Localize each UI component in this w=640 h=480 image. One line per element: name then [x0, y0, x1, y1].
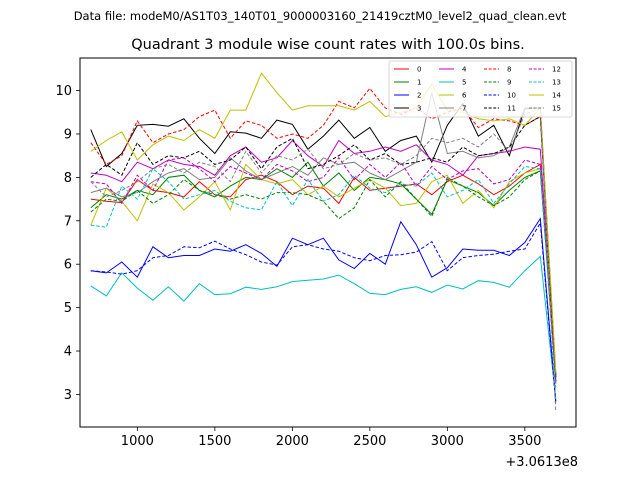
x-tick-label: 2000	[276, 434, 309, 449]
series-line-15	[90, 107, 557, 412]
series-line-14	[90, 72, 557, 373]
y-tick-label: 7	[64, 214, 72, 229]
series-line-6	[90, 163, 557, 373]
plot-area-frame	[79, 57, 577, 428]
legend-label-6: 6	[462, 92, 467, 100]
y-tick-label: 4	[64, 345, 72, 360]
legend-label-10: 10	[507, 92, 516, 100]
series-line-12	[90, 156, 557, 384]
legend-label-7: 7	[462, 105, 466, 113]
x-offset-label: +3.0613e8	[505, 455, 578, 470]
y-tick-label: 8	[64, 171, 72, 186]
series-line-0	[90, 163, 557, 382]
series-line-9	[90, 170, 557, 382]
series-line-11	[90, 115, 557, 382]
y-tick-label: 3	[64, 388, 72, 403]
legend-label-13: 13	[552, 79, 561, 87]
plot-lines	[90, 72, 557, 412]
series-line-13	[90, 165, 557, 391]
series-line-1	[90, 161, 557, 378]
legend-label-4: 4	[462, 66, 467, 74]
legend-label-2: 2	[417, 92, 421, 100]
legend-label-11: 11	[507, 105, 516, 113]
y-tick-label: 5	[64, 301, 72, 316]
series-line-5	[90, 255, 557, 399]
legend-label-15: 15	[552, 105, 561, 113]
legend-label-5: 5	[462, 79, 466, 87]
y-axis: 3 4 5 6 7 8 9 10	[55, 84, 80, 403]
legend-frame	[388, 60, 573, 118]
legend-label-14: 14	[552, 92, 561, 100]
y-tick-label: 9	[64, 127, 72, 142]
x-tick-label: 3000	[431, 434, 464, 449]
data-file-header: Data file: modeM0/AS1T03_140T01_90000031…	[74, 9, 567, 23]
x-axis: 1000 1500 2000 2500 3000 3500	[121, 427, 541, 449]
legend-label-3: 3	[417, 105, 421, 113]
x-tick-label: 3500	[508, 434, 541, 449]
x-tick-label: 1500	[198, 434, 231, 449]
legend-label-1: 1	[417, 79, 421, 87]
series-line-2	[90, 217, 557, 402]
legend-label-0: 0	[417, 66, 421, 74]
legend-label-9: 9	[507, 79, 511, 87]
series-line-7	[90, 92, 557, 373]
legend-label-8: 8	[507, 66, 511, 74]
chart-title: Quadrant 3 module wise count rates with …	[131, 37, 525, 53]
x-tick-label: 1000	[121, 434, 154, 449]
series-line-8	[90, 87, 557, 378]
x-tick-label: 2500	[353, 434, 386, 449]
series-line-3	[90, 102, 557, 378]
series-line-10	[90, 221, 557, 404]
y-tick-label: 10	[55, 84, 72, 99]
legend-label-12: 12	[552, 66, 561, 74]
y-tick-label: 6	[64, 258, 72, 273]
